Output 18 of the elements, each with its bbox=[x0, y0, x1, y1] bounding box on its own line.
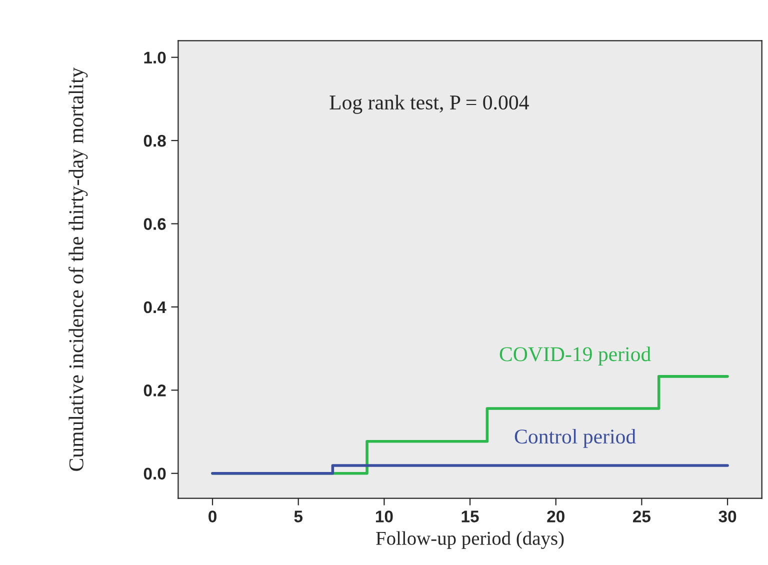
y-tick-label: 0.0 bbox=[144, 468, 166, 480]
x-tick-label: 30 bbox=[718, 510, 736, 522]
y-tick-label: 0.2 bbox=[144, 384, 166, 396]
series-label: COVID-19 period bbox=[500, 346, 651, 366]
x-tick-label: 0 bbox=[208, 510, 216, 522]
x-tick-label: 15 bbox=[462, 510, 479, 522]
annotation: Log rank test, P = 0.004 bbox=[330, 94, 529, 114]
y-tick-label: 0.8 bbox=[144, 134, 166, 147]
series-label: Control period bbox=[514, 428, 636, 448]
y-tick-label: 0.4 bbox=[144, 301, 166, 314]
x-axis-title: Follow-up period (days) bbox=[376, 531, 564, 549]
y-tick-label: 1.0 bbox=[144, 52, 166, 64]
x-tick-label: 5 bbox=[294, 510, 303, 522]
y-tick-label: 0.6 bbox=[144, 218, 166, 230]
y-axis-title: Cumulative incidence of the thirty-day mortality bbox=[68, 67, 88, 471]
x-tick-label: 25 bbox=[632, 510, 650, 522]
x-tick-label: 20 bbox=[547, 510, 564, 522]
x-tick-label: 10 bbox=[376, 510, 393, 522]
